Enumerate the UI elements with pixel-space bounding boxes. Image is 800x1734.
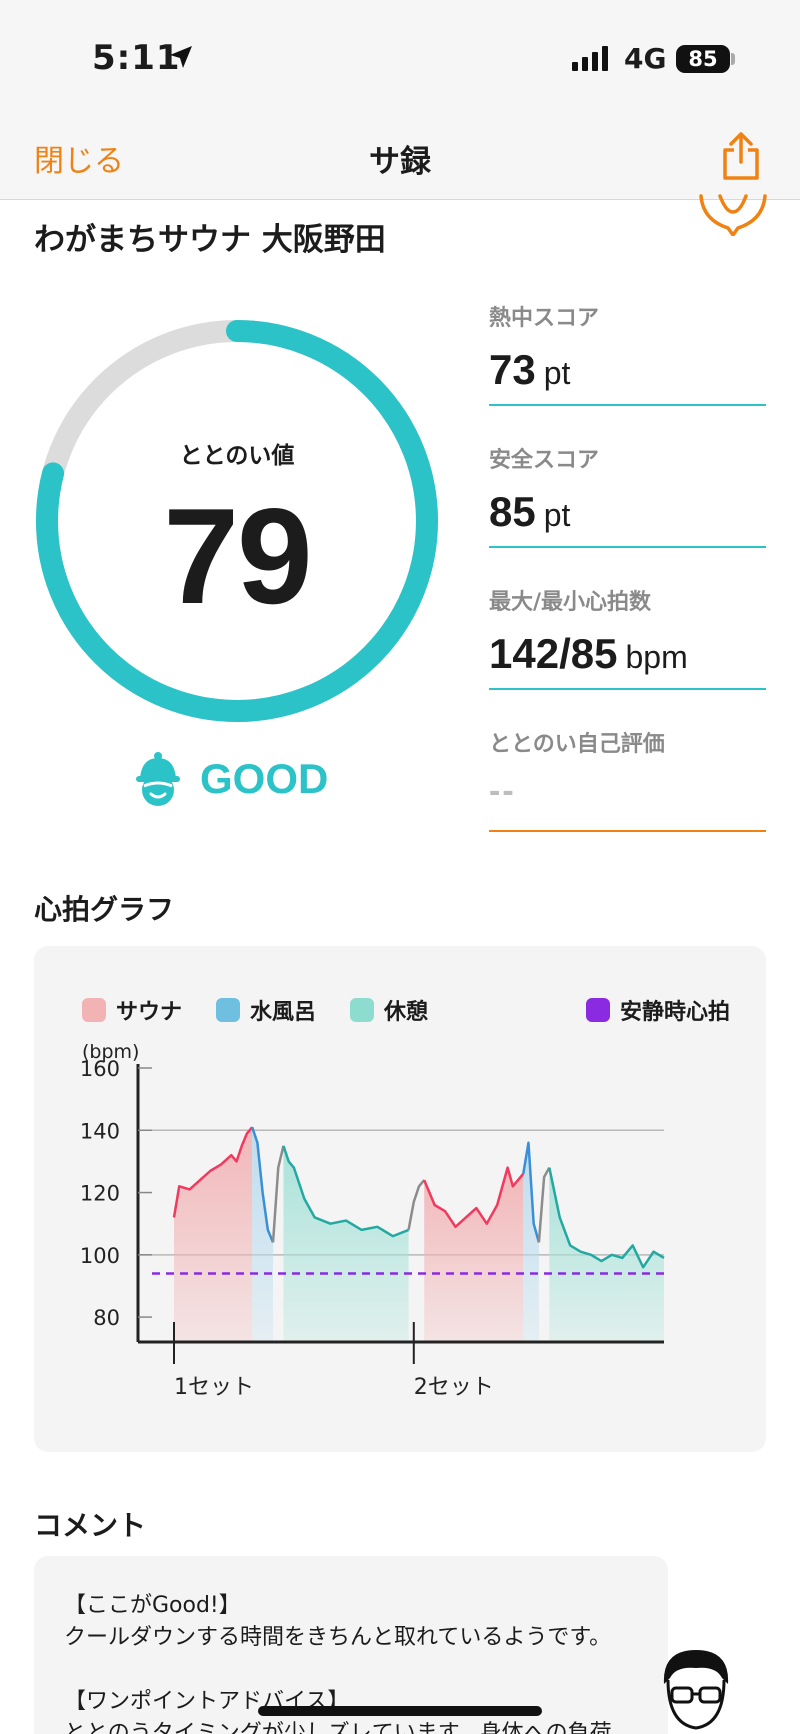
stat-unit: pt [543, 355, 571, 391]
y-tick-label: 80 [93, 1306, 120, 1330]
stat-safety-score: 安全スコア 85 pt [489, 442, 766, 548]
legend-item-resting-hr: 安静時心拍 [586, 994, 730, 1026]
status-bar: 5:11 4G 85 [0, 0, 800, 106]
stat-heart-rate-range: 最大/最小心拍数 142/85 bpm [489, 584, 766, 690]
y-tick-label: 100 [80, 1244, 120, 1268]
rating-badge: GOOD [134, 750, 328, 808]
rest-line [548, 1167, 665, 1269]
status-time: 5:11 [92, 38, 181, 78]
y-tick-label: 140 [80, 1119, 120, 1143]
rest-line [282, 1145, 410, 1238]
sauna-line [172, 1126, 254, 1218]
legend-label: 水風呂 [250, 1000, 317, 1025]
divider [489, 404, 766, 406]
saunner-badge-icon[interactable] [698, 190, 768, 236]
water-area [523, 1142, 539, 1342]
y-axis-label: (bpm) [82, 1041, 139, 1063]
comment-text-advice: ととのうタイミングが少しズレています。身体への負荷 [64, 1721, 612, 1734]
heart-graph-title: 心拍グラフ [34, 893, 175, 926]
facility-name: わがまちサウナ 大阪野田 [34, 222, 386, 258]
water-area [252, 1127, 274, 1342]
spacer [64, 1654, 638, 1686]
transition-line [537, 1167, 551, 1243]
legend-swatch [586, 998, 610, 1022]
score-ring-graphic [36, 320, 438, 722]
stat-unit: bpm [625, 639, 688, 675]
y-tick-label: 120 [80, 1182, 120, 1206]
stat-label: ととのい自己評価 [489, 732, 665, 757]
stat-value: 142/85 bpm [489, 630, 766, 686]
stat-label: 安全スコア [489, 448, 600, 473]
stat-number: 85 [489, 488, 536, 535]
legend-swatch [216, 998, 240, 1022]
stat-self-evaluation[interactable]: ととのい自己評価 -- [489, 726, 766, 832]
rest-area [283, 1145, 409, 1342]
legend-label: サウナ [116, 1000, 183, 1025]
sauna-area [424, 1167, 524, 1342]
legend-item-sauna: サウナ [82, 994, 182, 1026]
network-type: 4G [624, 42, 667, 75]
navigation-bar: 閉じる サ録 [0, 106, 800, 200]
stat-value[interactable]: -- [489, 772, 516, 810]
legend-swatch [350, 998, 374, 1022]
stat-value: 73 pt [489, 346, 766, 402]
stat-unit: pt [543, 497, 571, 533]
page-title: サ録 [369, 144, 431, 180]
legend-label: 安静時心拍 [620, 1000, 731, 1025]
legend-item-rest: 休憩 [350, 994, 428, 1026]
sauna-line [423, 1166, 525, 1229]
legend-item-water: 水風呂 [216, 994, 316, 1026]
score-label: ととのい値 [179, 443, 295, 469]
rating-text: GOOD [200, 755, 329, 802]
legend-label: 休憩 [384, 1000, 429, 1025]
divider [489, 546, 766, 548]
stat-label: 熱中スコア [489, 306, 600, 331]
battery-tip [731, 53, 735, 65]
location-arrow-icon [170, 46, 192, 68]
sauna-area [174, 1127, 253, 1342]
advisor-avatar-icon [663, 1650, 729, 1730]
stat-heat-score: 熱中スコア 73 pt [489, 300, 766, 406]
divider [489, 830, 766, 832]
close-button[interactable]: 閉じる [34, 144, 124, 179]
score-value: 79 [163, 480, 312, 632]
water-line [522, 1141, 541, 1243]
home-indicator [258, 1706, 542, 1716]
heart-rate-chart-card: 80 100 120 140 160 (bpm) 1セット 2セット サウナ 水風呂 休憩 安… [34, 946, 766, 1452]
y-tick-label: 160 [80, 1057, 120, 1081]
comment-title: コメント [34, 1509, 147, 1542]
share-icon[interactable] [720, 130, 762, 182]
signal-icon [572, 46, 608, 71]
stat-number: 142/85 [489, 630, 618, 677]
transition-line [407, 1179, 426, 1231]
totonoi-score-ring: ととのい値 79 [34, 318, 440, 724]
water-line [251, 1126, 275, 1243]
stat-label: 最大/最小心拍数 [489, 590, 652, 615]
divider [489, 688, 766, 690]
set-marker-label: 1セット [174, 1375, 254, 1400]
set-marker-label: 2セット [414, 1375, 494, 1400]
sauna-hat-face-icon [136, 752, 180, 806]
stat-value: 85 pt [489, 488, 766, 544]
stat-number: 73 [489, 346, 536, 393]
transition-line [271, 1145, 285, 1243]
heart-rate-chart: 80 100 120 140 160(bpm) 1セット 2セット [80, 1041, 665, 1400]
comment-text-good: クールダウンする時間をきちんと取れているようです。 [64, 1625, 612, 1650]
legend-swatch [82, 998, 106, 1022]
rest-area [549, 1167, 664, 1342]
battery-icon: 85 [676, 45, 730, 73]
comment-heading-good: 【ここがGood!】 [64, 1593, 241, 1618]
